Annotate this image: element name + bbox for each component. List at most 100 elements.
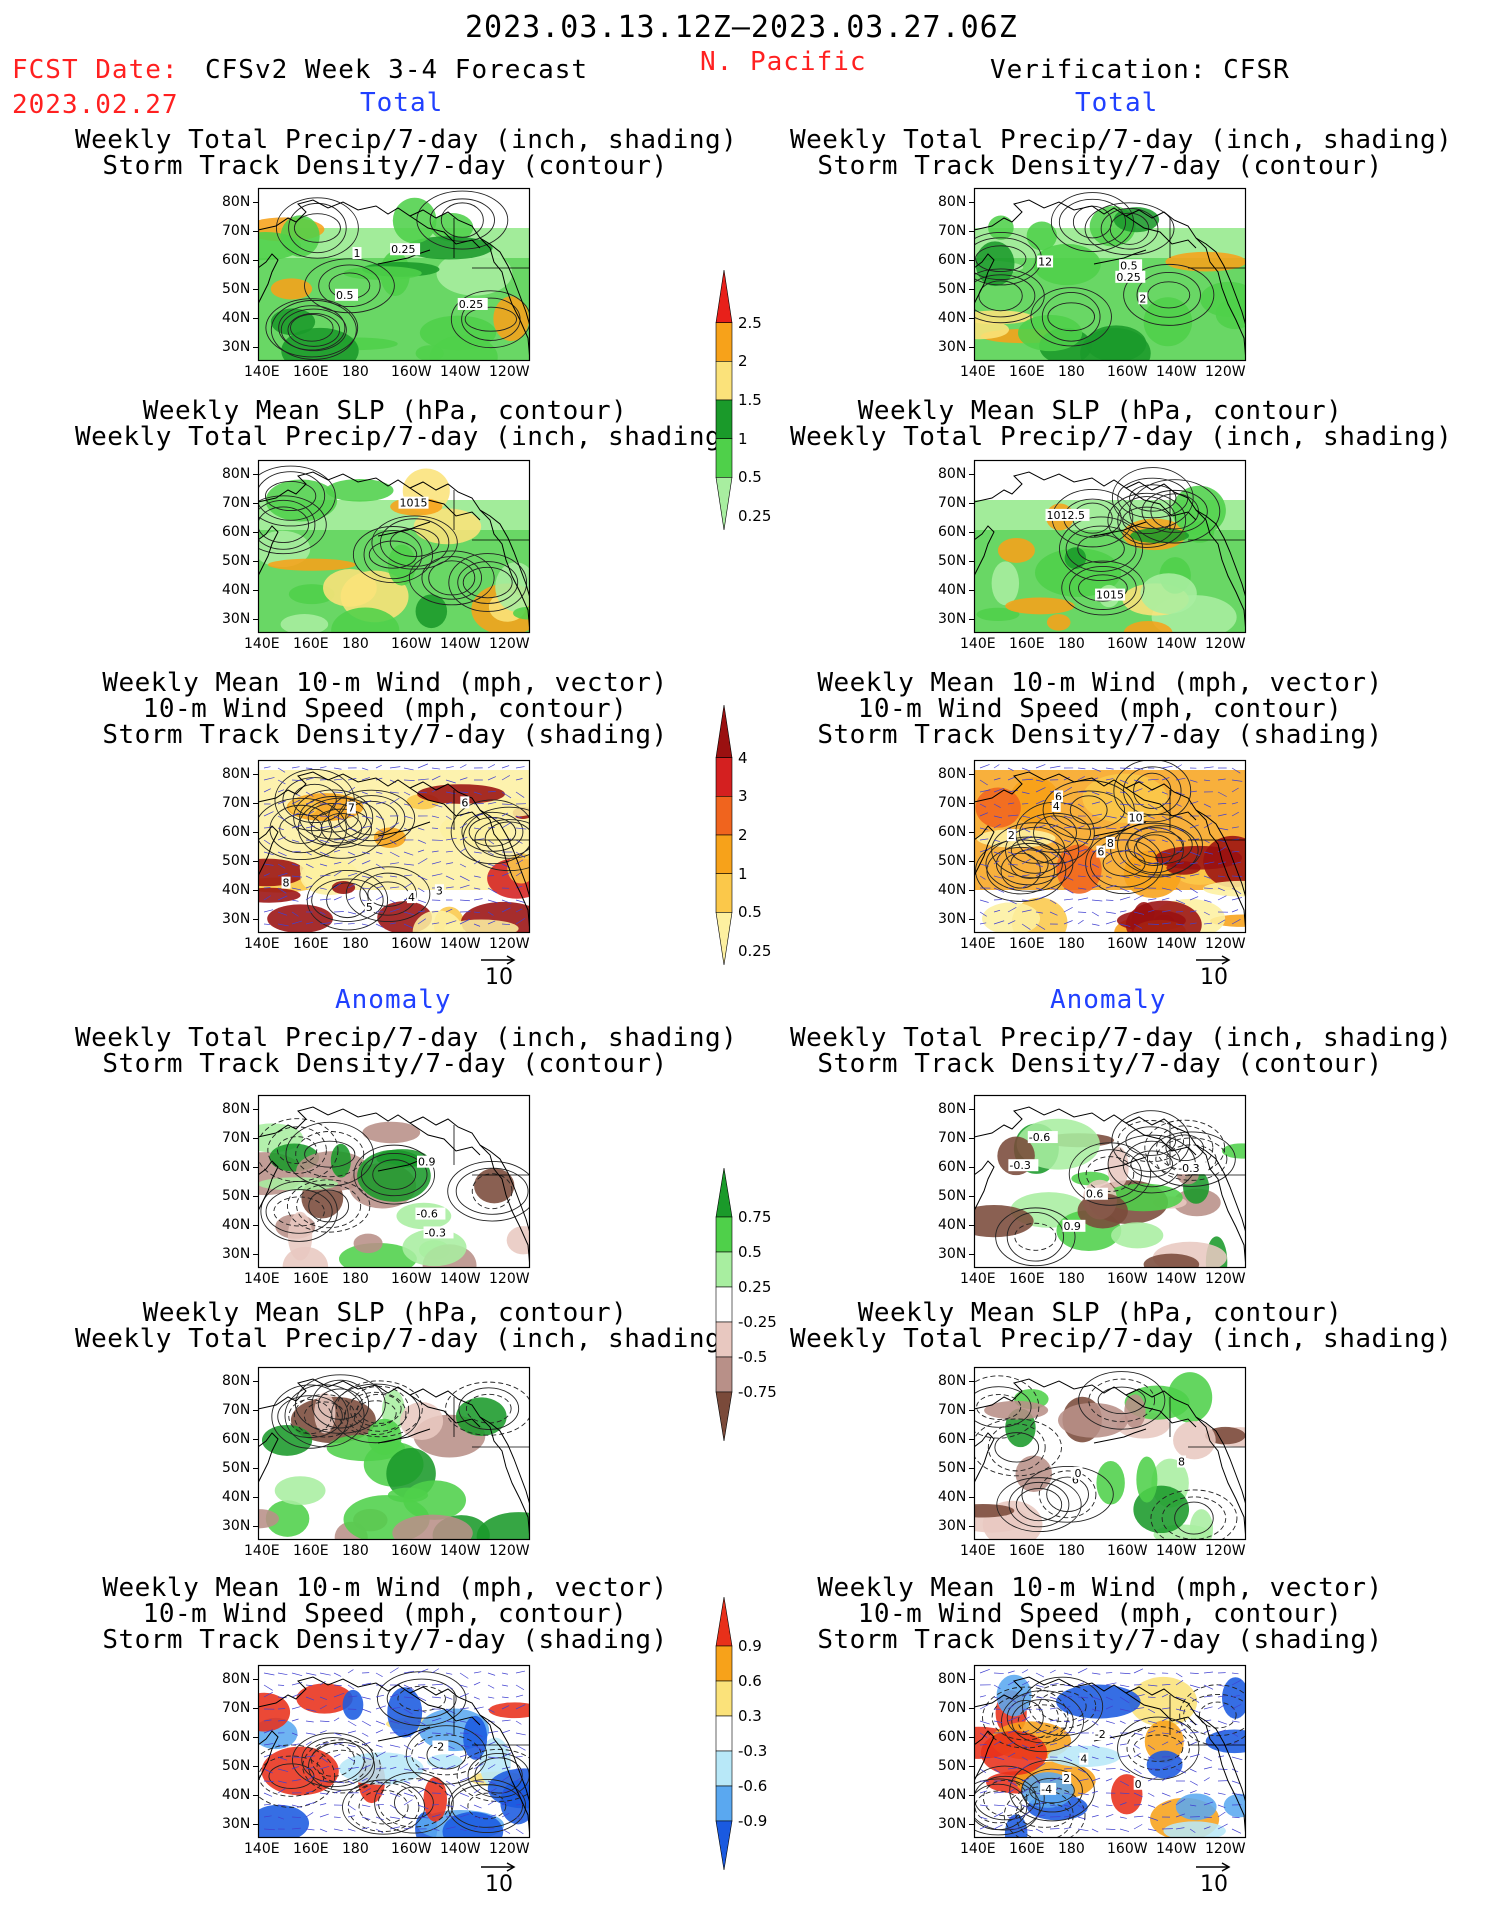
wind-vector bbox=[263, 766, 271, 769]
wind-vector bbox=[1091, 1708, 1101, 1712]
wind-vector bbox=[1007, 1741, 1015, 1746]
wind-vector bbox=[375, 895, 384, 901]
map-panel-l5 bbox=[257, 1366, 531, 1541]
lon-label: 140E bbox=[960, 1543, 996, 1559]
title-r5: Weekly Mean SLP (hPa, contour) Weekly To… bbox=[790, 1300, 1452, 1352]
lon-label: 160W bbox=[391, 1543, 432, 1559]
coastline bbox=[479, 809, 530, 933]
wind-vector bbox=[1035, 824, 1046, 829]
wind-vector bbox=[347, 858, 357, 865]
contour bbox=[408, 550, 495, 606]
wind-vector bbox=[347, 839, 357, 841]
coastline bbox=[1093, 1156, 1147, 1172]
wind-vector bbox=[375, 1744, 383, 1748]
field-blob bbox=[982, 902, 1041, 933]
lon-label: 160W bbox=[391, 1841, 432, 1857]
contour bbox=[331, 1383, 421, 1444]
contour bbox=[1038, 1470, 1097, 1519]
wind-vector bbox=[1119, 848, 1131, 853]
wind-vector bbox=[291, 1816, 301, 1818]
wind-vector bbox=[515, 1828, 524, 1835]
wind-vector bbox=[445, 1816, 456, 1818]
contour bbox=[1061, 560, 1145, 616]
contour-label-bg bbox=[1040, 1782, 1057, 1795]
wind-vector bbox=[487, 1730, 499, 1734]
wind-vector bbox=[319, 863, 328, 867]
wind-vector bbox=[501, 1684, 509, 1687]
wind-vector bbox=[1077, 825, 1085, 829]
wind-vector bbox=[1077, 1718, 1086, 1722]
colorbar-segment bbox=[715, 269, 733, 323]
wind-vector bbox=[1091, 777, 1099, 781]
wind-vector bbox=[501, 803, 513, 805]
lat-tick bbox=[969, 1138, 974, 1139]
colorbar-label: 1 bbox=[738, 864, 748, 883]
lat-label: 40N bbox=[222, 882, 251, 898]
wind-vector bbox=[319, 911, 326, 916]
wind-vector bbox=[1007, 875, 1015, 878]
lat-label: 70N bbox=[938, 1402, 967, 1418]
colorbar-segment bbox=[715, 1286, 733, 1323]
wind-vector bbox=[979, 875, 986, 880]
contour bbox=[1179, 1684, 1246, 1746]
colorbar-svg bbox=[715, 269, 733, 531]
wind-vector bbox=[277, 1804, 285, 1807]
wind-vector bbox=[1035, 799, 1045, 805]
wind-vector bbox=[403, 851, 414, 856]
lat-tick bbox=[969, 1254, 974, 1255]
contour bbox=[1078, 574, 1128, 602]
lon-label: 120W bbox=[1205, 1271, 1246, 1287]
wind-vector bbox=[333, 1672, 342, 1677]
lat-label: 50N bbox=[222, 1188, 251, 1204]
contour bbox=[1127, 825, 1193, 865]
contour bbox=[1015, 1790, 1074, 1838]
contour-label-bg bbox=[1093, 1728, 1110, 1741]
contour bbox=[274, 768, 355, 832]
wind-vector bbox=[1217, 1720, 1227, 1725]
lat-tick bbox=[253, 1439, 258, 1440]
wind-vector bbox=[993, 920, 1005, 925]
wind-vector bbox=[1189, 873, 1200, 877]
wind-vector bbox=[305, 839, 314, 841]
wind-vector bbox=[1007, 1729, 1017, 1734]
contour bbox=[484, 821, 530, 857]
lon-label: 180 bbox=[342, 636, 369, 652]
wind-vector bbox=[445, 862, 454, 865]
wind-vector bbox=[1175, 803, 1182, 807]
coastlines bbox=[974, 199, 1246, 361]
coastline bbox=[1125, 215, 1197, 249]
contour-label: 8 bbox=[1178, 1455, 1185, 1468]
wind-vector bbox=[459, 1744, 470, 1748]
wind-vector bbox=[1175, 1798, 1186, 1806]
wind-vector bbox=[1203, 1684, 1214, 1690]
contour bbox=[359, 872, 417, 916]
wind-vector bbox=[277, 895, 288, 901]
colorbar-segment bbox=[715, 834, 733, 874]
wind-vector bbox=[305, 895, 313, 901]
contour bbox=[279, 814, 323, 844]
wind-vector bbox=[319, 1696, 328, 1701]
lat-label: 80N bbox=[938, 1101, 967, 1117]
field-blob bbox=[417, 784, 505, 804]
wind-vector bbox=[1231, 1672, 1239, 1675]
contour-label: -0.3 bbox=[1178, 1162, 1199, 1175]
contour bbox=[345, 800, 398, 836]
wind-vector bbox=[389, 822, 400, 829]
wind-vector bbox=[487, 1814, 497, 1818]
field-blob bbox=[265, 1500, 310, 1537]
wind-vector bbox=[1105, 1813, 1114, 1818]
contour-label: -2 bbox=[433, 1740, 444, 1753]
wind-vector bbox=[1105, 1720, 1115, 1724]
wind-vector bbox=[277, 1756, 288, 1761]
wind-vector bbox=[1021, 827, 1031, 833]
field-blob bbox=[506, 1226, 530, 1255]
wind-vector bbox=[263, 839, 271, 845]
lon-label: 140W bbox=[440, 1543, 481, 1559]
wind-vector bbox=[305, 1741, 312, 1746]
colorbar-label: 0.75 bbox=[738, 1208, 772, 1226]
lat-label: 30N bbox=[222, 1816, 251, 1832]
wind-vector bbox=[1063, 839, 1071, 843]
contour-label: 1012.5 bbox=[1047, 509, 1086, 522]
wind-vector bbox=[487, 1788, 497, 1794]
field-blob bbox=[423, 1777, 448, 1822]
